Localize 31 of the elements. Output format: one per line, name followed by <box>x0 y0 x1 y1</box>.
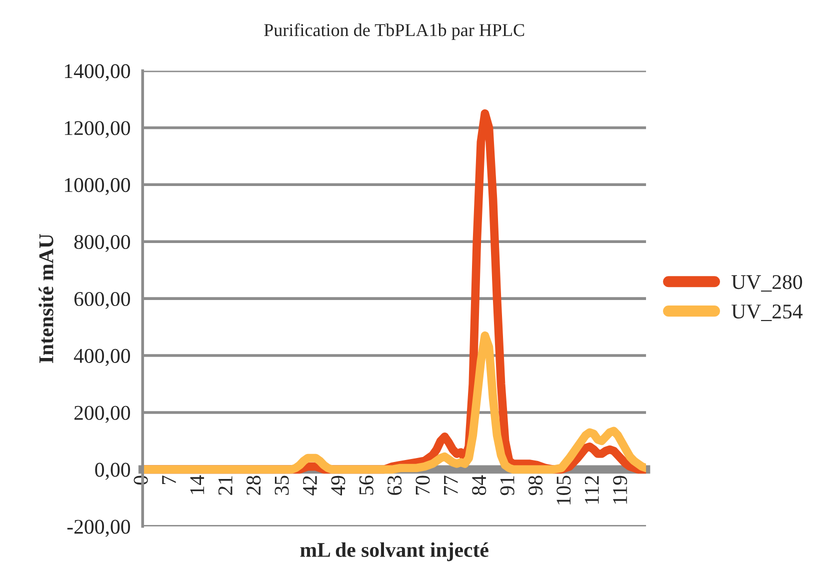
x-tick-label: 35 <box>274 476 289 495</box>
x-axis-title: mL de solvant injecté <box>300 542 488 562</box>
y-tick-label: 600,00 <box>74 292 130 309</box>
x-tick-label: 7 <box>162 476 176 484</box>
y-axis-title: Intensité mAU <box>38 234 54 363</box>
x-tick-label: 112 <box>584 476 599 504</box>
x-tick-label: 56 <box>359 476 374 495</box>
x-tick-label: 98 <box>528 476 543 496</box>
y-tick-label: 800,00 <box>74 234 130 252</box>
legend-label: UV_254 <box>732 304 803 322</box>
y-tick-label: 1400,00 <box>64 64 130 82</box>
y-tick-label: 1200,00 <box>64 121 130 138</box>
x-tick-label: 14 <box>190 475 204 494</box>
x-tick-label: 28 <box>246 476 261 495</box>
chart-title: Purification de TbPLA1b par HPLC <box>264 23 524 40</box>
y-tick-label: -200,00 <box>67 520 130 537</box>
x-tick-label: 84 <box>472 475 486 496</box>
x-tick-label: 21 <box>218 476 232 495</box>
x-tick-label: 42 <box>302 476 317 496</box>
x-tick-label: 119 <box>613 476 628 504</box>
x-tick-label: 70 <box>416 476 430 494</box>
y-tick-label: 400,00 <box>74 348 130 366</box>
x-tick-label: 91 <box>500 476 514 496</box>
x-tick-label: 49 <box>331 476 346 496</box>
legend-label: UV_280 <box>732 275 802 292</box>
y-tick-label: 1000,00 <box>64 178 130 196</box>
x-tick-label: 63 <box>388 476 402 495</box>
y-tick-label: 0,00 <box>95 462 130 480</box>
x-tick-label: 105 <box>556 476 571 504</box>
y-tick-label: 200,00 <box>74 406 130 423</box>
x-tick-label: 77 <box>444 476 458 494</box>
